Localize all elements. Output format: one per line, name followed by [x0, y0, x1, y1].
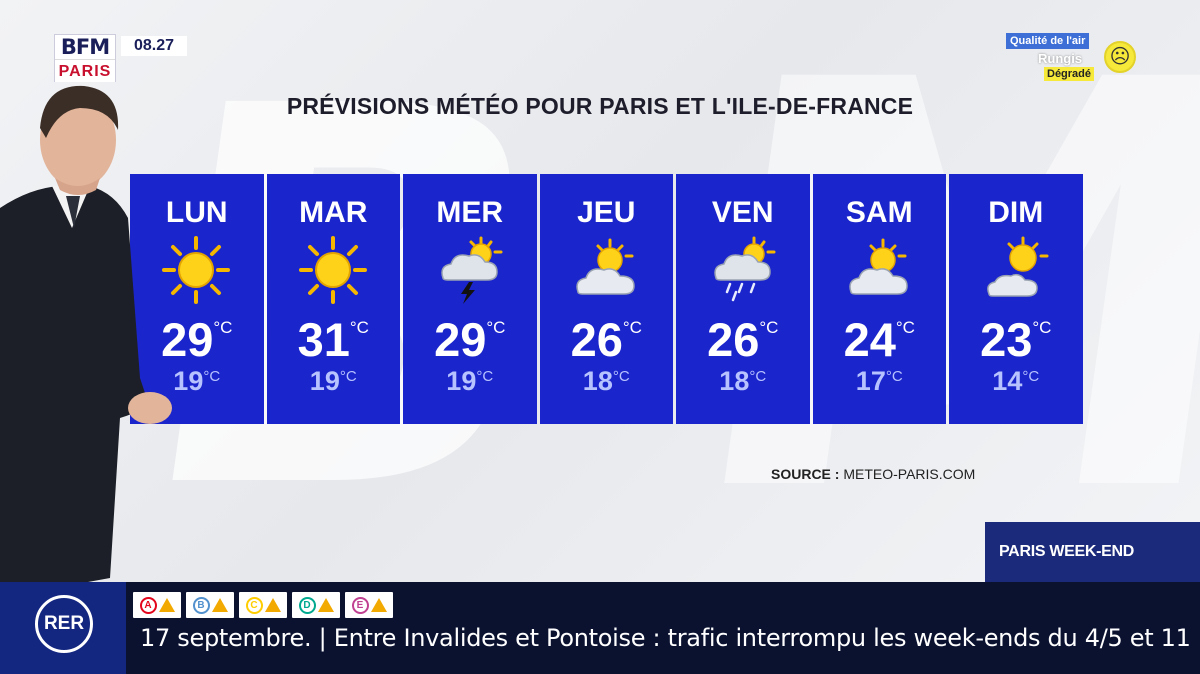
max-temperature: 29°C — [434, 313, 506, 366]
rer-line-d-status: D — [292, 592, 340, 618]
source-credit: SOURCE : METEO-PARIS.COM — [771, 466, 975, 482]
source-value: METEO-PARIS.COM — [843, 466, 976, 482]
min-temperature: 19°C — [446, 366, 494, 396]
min-temperature: 14°C — [992, 366, 1040, 396]
show-name: PARIS WEEK-END — [999, 543, 1135, 560]
bfm-paris-logo: BFM PARIS — [54, 34, 116, 82]
sun-icon — [162, 236, 230, 304]
air-quality-place: Rungis — [1038, 51, 1083, 66]
line-a-icon: A — [139, 596, 157, 614]
min-temperature: 18°C — [719, 366, 767, 396]
rer-logo-icon: RER — [35, 595, 93, 653]
clock: 08.27 — [121, 36, 187, 56]
max-temperature: 29°C — [161, 313, 233, 366]
min-temperature: 19°C — [309, 366, 357, 396]
min-temperature: 18°C — [582, 366, 630, 396]
news-ticker: RER A B C D E 17 septembre. | Entre Inva… — [0, 582, 1200, 674]
line-e-icon: E — [351, 596, 369, 614]
logo-bottom-text: PARIS — [55, 59, 115, 82]
air-quality-label: Qualité de l'air — [1006, 33, 1090, 49]
rer-lines-status: A B C D E — [133, 592, 393, 618]
partly-cloudy-icon — [848, 238, 908, 295]
rer-line-b-status: B — [186, 592, 234, 618]
storm-cloud-icon — [441, 236, 503, 304]
source-label: SOURCE : — [771, 466, 840, 482]
forecast-card-sam: SAM 24°C 17°C — [812, 174, 946, 424]
day-label: LUN — [165, 196, 228, 229]
forecast-title: PRÉVISIONS MÉTÉO POUR PARIS ET L'ILE-DE-… — [286, 93, 914, 119]
max-temperature: 24°C — [843, 313, 915, 366]
forecast-card-mar: MAR 31°C 19°C — [266, 174, 400, 424]
presenter — [0, 85, 172, 598]
warning-icon — [370, 598, 387, 612]
rer-line-e-status: E — [345, 592, 393, 618]
show-name-banner: PARIS WEEK-END — [985, 522, 1200, 582]
max-temperature: 26°C — [570, 313, 642, 366]
forecast-cards: LUN 29°C 19°C MAR 31°C 19°C — [130, 174, 1083, 424]
rer-line-a-status: A — [133, 592, 181, 618]
min-temperature: 19°C — [173, 366, 221, 396]
day-label: MER — [436, 196, 504, 229]
max-temperature: 23°C — [980, 313, 1052, 366]
max-temperature: 26°C — [707, 313, 779, 366]
warning-icon — [158, 598, 175, 612]
air-quality-status: Dégradé — [1044, 67, 1095, 81]
sun-icon — [298, 236, 367, 304]
min-temperature: 17°C — [855, 366, 903, 396]
forecast-card-dim: DIM 23°C 14°C — [949, 174, 1083, 424]
logo-top-text: BFM — [55, 35, 115, 59]
sad-face-icon: ☹ — [1104, 41, 1136, 73]
forecast-card-ven: VEN 26°C 18°C — [676, 174, 810, 424]
day-label: JEU — [577, 196, 636, 229]
air-quality-widget: Qualité de l'air Rungis Dégradé ☹ — [1006, 33, 1146, 83]
forecast-card-lun: LUN 29°C 19°C — [130, 174, 264, 424]
warning-icon — [211, 598, 228, 612]
forecast-card-mer: MER 29°C 19°C — [403, 174, 537, 424]
day-label: DIM — [988, 196, 1044, 229]
partly-cloudy-icon — [575, 238, 635, 295]
max-temperature: 31°C — [297, 313, 369, 366]
day-label: VEN — [711, 196, 774, 229]
partly-cloudy-icon — [987, 236, 1049, 297]
rer-line-c-status: C — [239, 592, 287, 618]
day-label: MAR — [299, 196, 368, 229]
rer-box: RER — [0, 582, 126, 674]
line-d-icon: D — [298, 596, 316, 614]
warning-icon — [264, 598, 281, 612]
rain-cloud-icon — [714, 236, 776, 302]
line-b-icon: B — [192, 596, 210, 614]
warning-icon — [317, 598, 334, 612]
ticker-text: 17 septembre. | Entre Invalides et Ponto… — [140, 624, 1191, 652]
line-c-icon: C — [245, 596, 263, 614]
day-label: SAM — [845, 196, 913, 229]
forecast-card-jeu: JEU 26°C 18°C — [539, 174, 673, 424]
